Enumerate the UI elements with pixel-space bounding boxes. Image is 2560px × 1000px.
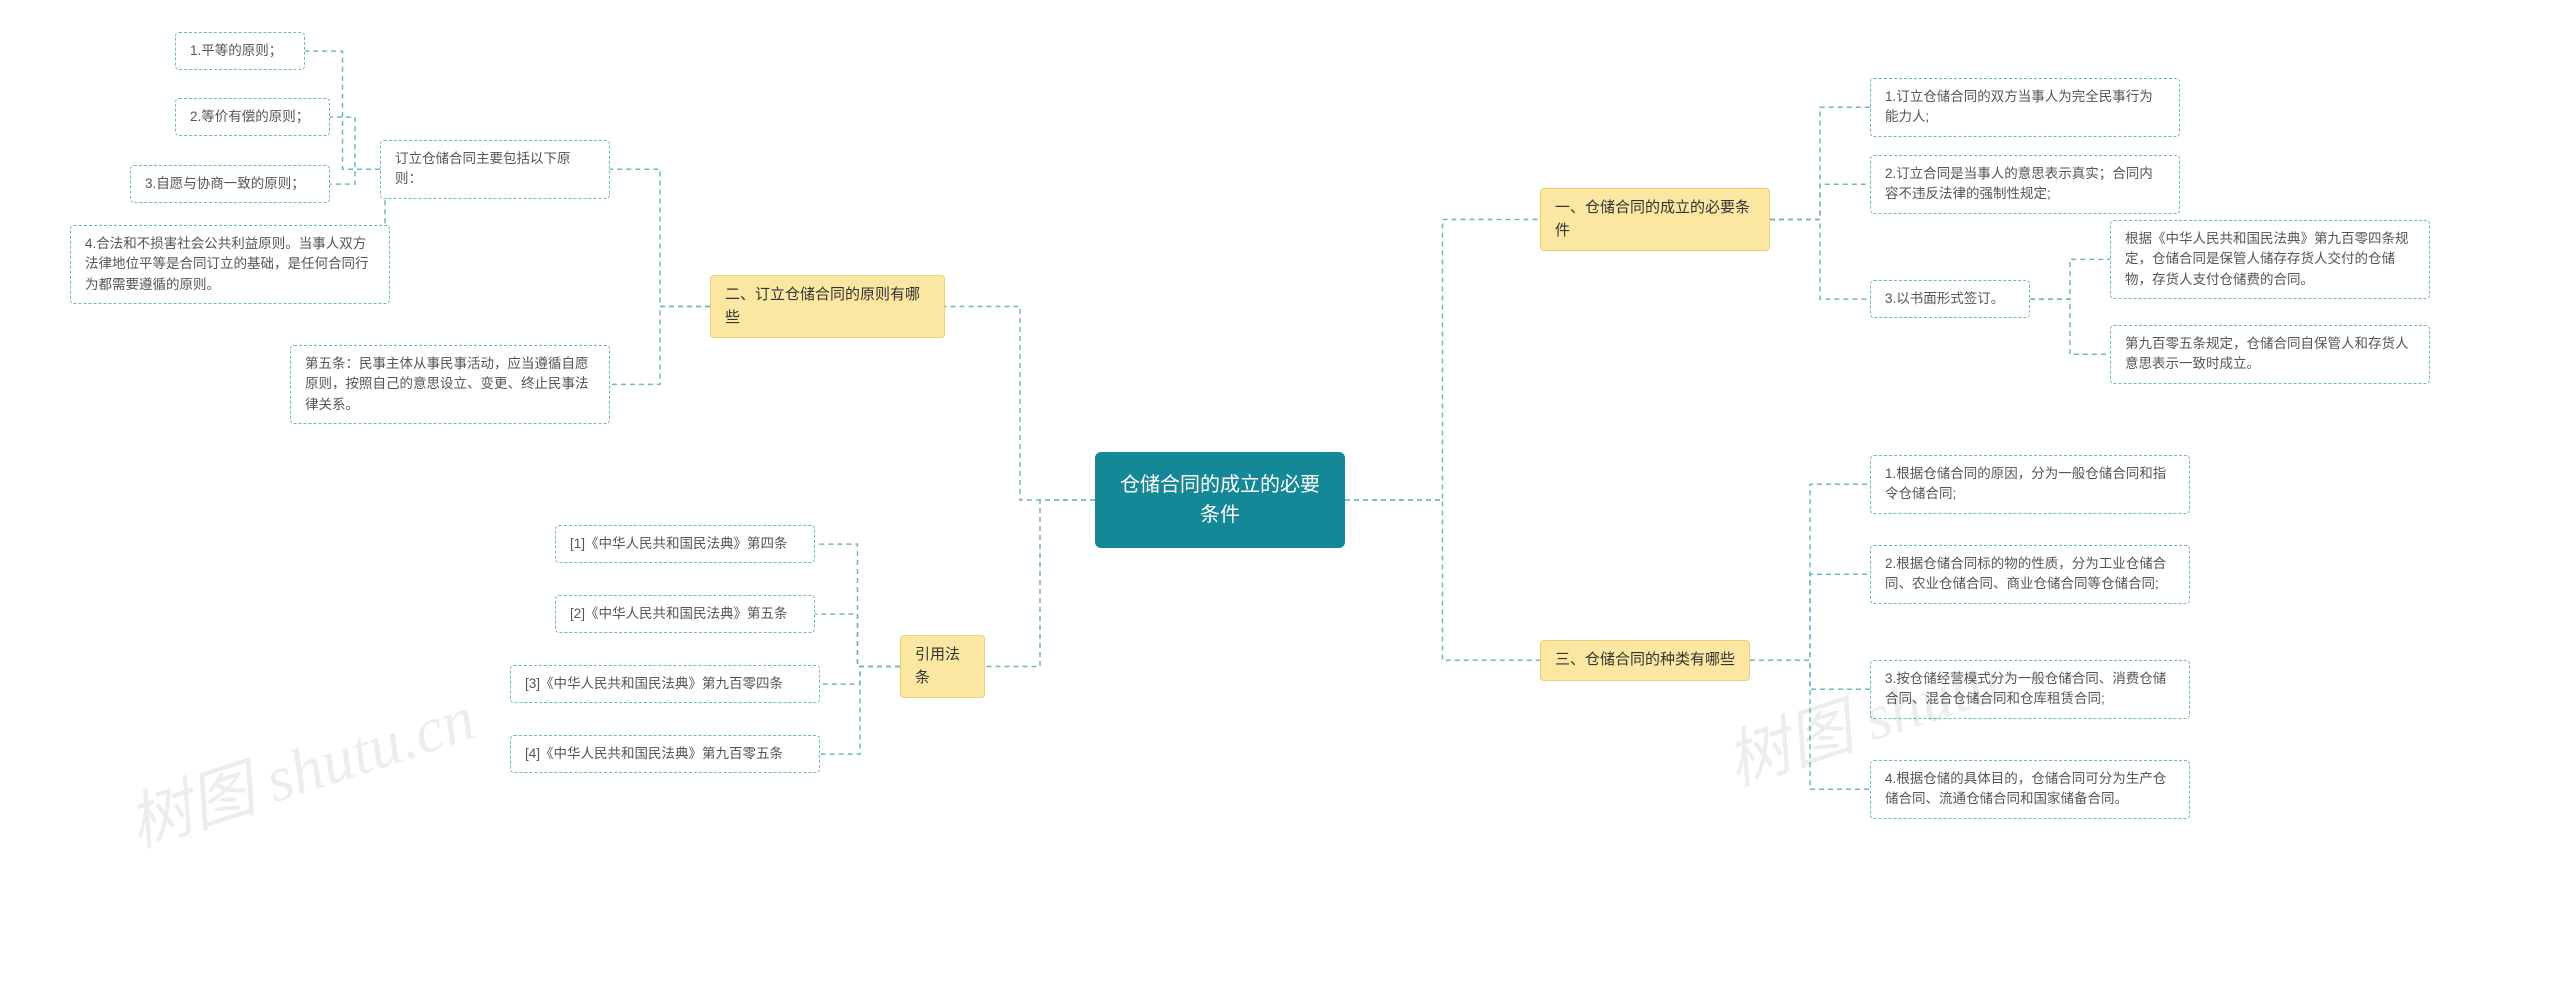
leaf-node: 第五条：民事主体从事民事活动，应当遵循自愿原则，按照自己的意思设立、变更、终止民…: [290, 345, 610, 424]
leaf-node: 2.等价有偿的原则；: [175, 98, 330, 136]
branch-node: 一、仓储合同的成立的必要条件: [1540, 188, 1770, 251]
leaf-node: 1.订立仓储合同的双方当事人为完全民事行为能力人;: [1870, 78, 2180, 137]
leaf-node: 1.平等的原则；: [175, 32, 305, 70]
leaf-node: 3.按仓储经营模式分为一般仓储合同、消费仓储合同、混合仓储合同和仓库租赁合同;: [1870, 660, 2190, 719]
watermark: 树图 shutu.cn: [115, 667, 485, 865]
leaf-node: 4.根据仓储的具体目的，仓储合同可分为生产仓储合同、流通仓储合同和国家储备合同。: [1870, 760, 2190, 819]
leaf-node: 第九百零五条规定，仓储合同自保管人和存货人意思表示一致时成立。: [2110, 325, 2430, 384]
leaf-node: 1.根据仓储合同的原因，分为一般仓储合同和指令仓储合同;: [1870, 455, 2190, 514]
leaf-node: 3.以书面形式签订。: [1870, 280, 2030, 318]
leaf-node: [2]《中华人民共和国民法典》第五条: [555, 595, 815, 633]
leaf-node: 4.合法和不损害社会公共利益原则。当事人双方法律地位平等是合同订立的基础，是任何…: [70, 225, 390, 304]
leaf-node: 2.订立合同是当事人的意思表示真实；合同内容不违反法律的强制性规定;: [1870, 155, 2180, 214]
branch-node: 三、仓储合同的种类有哪些: [1540, 640, 1750, 681]
branch-node: 二、订立仓储合同的原则有哪些: [710, 275, 945, 338]
leaf-node: 订立仓储合同主要包括以下原则：: [380, 140, 610, 199]
branch-node: 引用法条: [900, 635, 985, 698]
leaf-node: [1]《中华人民共和国民法典》第四条: [555, 525, 815, 563]
leaf-node: 3.自愿与协商一致的原则；: [130, 165, 330, 203]
leaf-node: [4]《中华人民共和国民法典》第九百零五条: [510, 735, 820, 773]
leaf-node: 2.根据仓储合同标的物的性质，分为工业仓储合同、农业仓储合同、商业仓储合同等仓储…: [1870, 545, 2190, 604]
leaf-node: 根据《中华人民共和国民法典》第九百零四条规定，仓储合同是保管人储存存货人交付的仓…: [2110, 220, 2430, 299]
root-node: 仓储合同的成立的必要条件: [1095, 452, 1345, 548]
leaf-node: [3]《中华人民共和国民法典》第九百零四条: [510, 665, 820, 703]
